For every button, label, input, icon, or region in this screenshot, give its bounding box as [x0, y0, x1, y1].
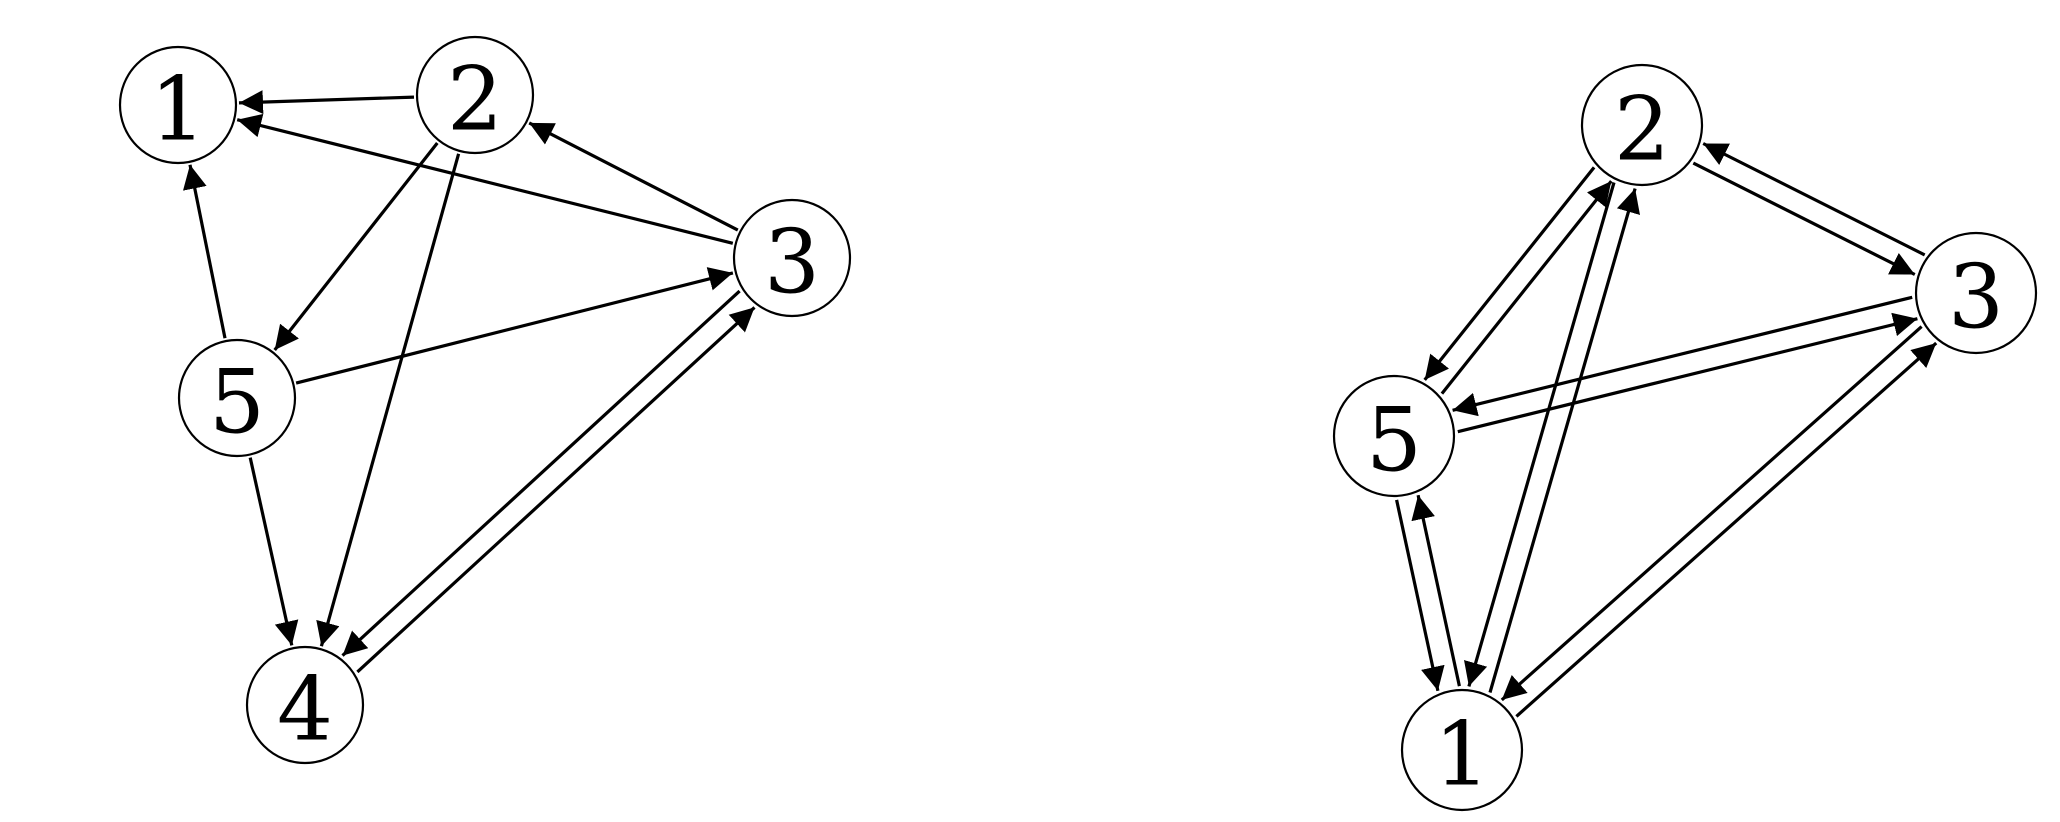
edge-left-3-to-2 [528, 121, 739, 232]
edge-left-5-to-3 [295, 267, 734, 385]
node-label: 5 [209, 351, 265, 454]
node-right-1: 1 [1400, 688, 1524, 812]
edge-right-5-to-3 [1457, 312, 1918, 434]
node-left-1: 1 [118, 45, 238, 165]
edge-right-3-to-5 [1452, 295, 1913, 417]
edge-right-2-to-5 [1423, 166, 1596, 381]
edge-left-3-to-4 [341, 289, 741, 657]
edge-right-2-to-3 [1692, 161, 1916, 276]
node-right-2: 2 [1580, 63, 1704, 187]
node-left-3: 3 [732, 198, 852, 318]
node-label: 1 [150, 58, 206, 161]
node-circle [1332, 374, 1456, 498]
node-left-2: 2 [415, 35, 535, 155]
edge-right-5-to-1 [1395, 499, 1445, 692]
node-label: 1 [1434, 703, 1490, 806]
edge-left-4-to-3 [356, 306, 756, 674]
edge-left-2-to-4 [316, 153, 461, 647]
edge-left-3-to-1 [236, 113, 734, 245]
node-circle [177, 338, 297, 458]
edge-right-3-to-1 [1500, 325, 1923, 702]
edge-right-2-to-1 [1464, 182, 1616, 687]
node-circle [732, 198, 852, 318]
edge-right-5-to-2 [1440, 180, 1613, 395]
node-circle [245, 645, 365, 765]
graph-left: 1 2 3 4 5 [118, 35, 852, 765]
edge-right-3-to-2 [1702, 142, 1926, 257]
edge-left-2-to-5 [273, 142, 439, 351]
edge-left-5-to-4 [248, 457, 299, 646]
edge-left-5-to-1 [182, 164, 227, 339]
edge-right-1-to-2 [1488, 188, 1640, 693]
node-left-5: 5 [177, 338, 297, 458]
graph-right: 1 2 3 5 [1332, 63, 2038, 812]
node-label: 2 [447, 48, 503, 151]
node-left-4: 4 [245, 645, 365, 765]
node-circle [415, 35, 535, 155]
node-label: 4 [277, 658, 333, 761]
node-right-5: 5 [1332, 374, 1456, 498]
node-label: 3 [764, 211, 820, 314]
node-right-3: 3 [1914, 231, 2038, 355]
node-label: 2 [1614, 78, 1670, 181]
edge-right-1-to-3 [1515, 341, 1938, 718]
node-circle [118, 45, 238, 165]
node-label: 3 [1948, 246, 2004, 349]
node-circle [1400, 688, 1524, 812]
node-circle [1914, 231, 2038, 355]
edge-right-1-to-5 [1411, 494, 1461, 687]
node-circle [1580, 63, 1704, 187]
edge-left-2-to-1 [238, 90, 415, 115]
node-label: 5 [1366, 389, 1422, 492]
